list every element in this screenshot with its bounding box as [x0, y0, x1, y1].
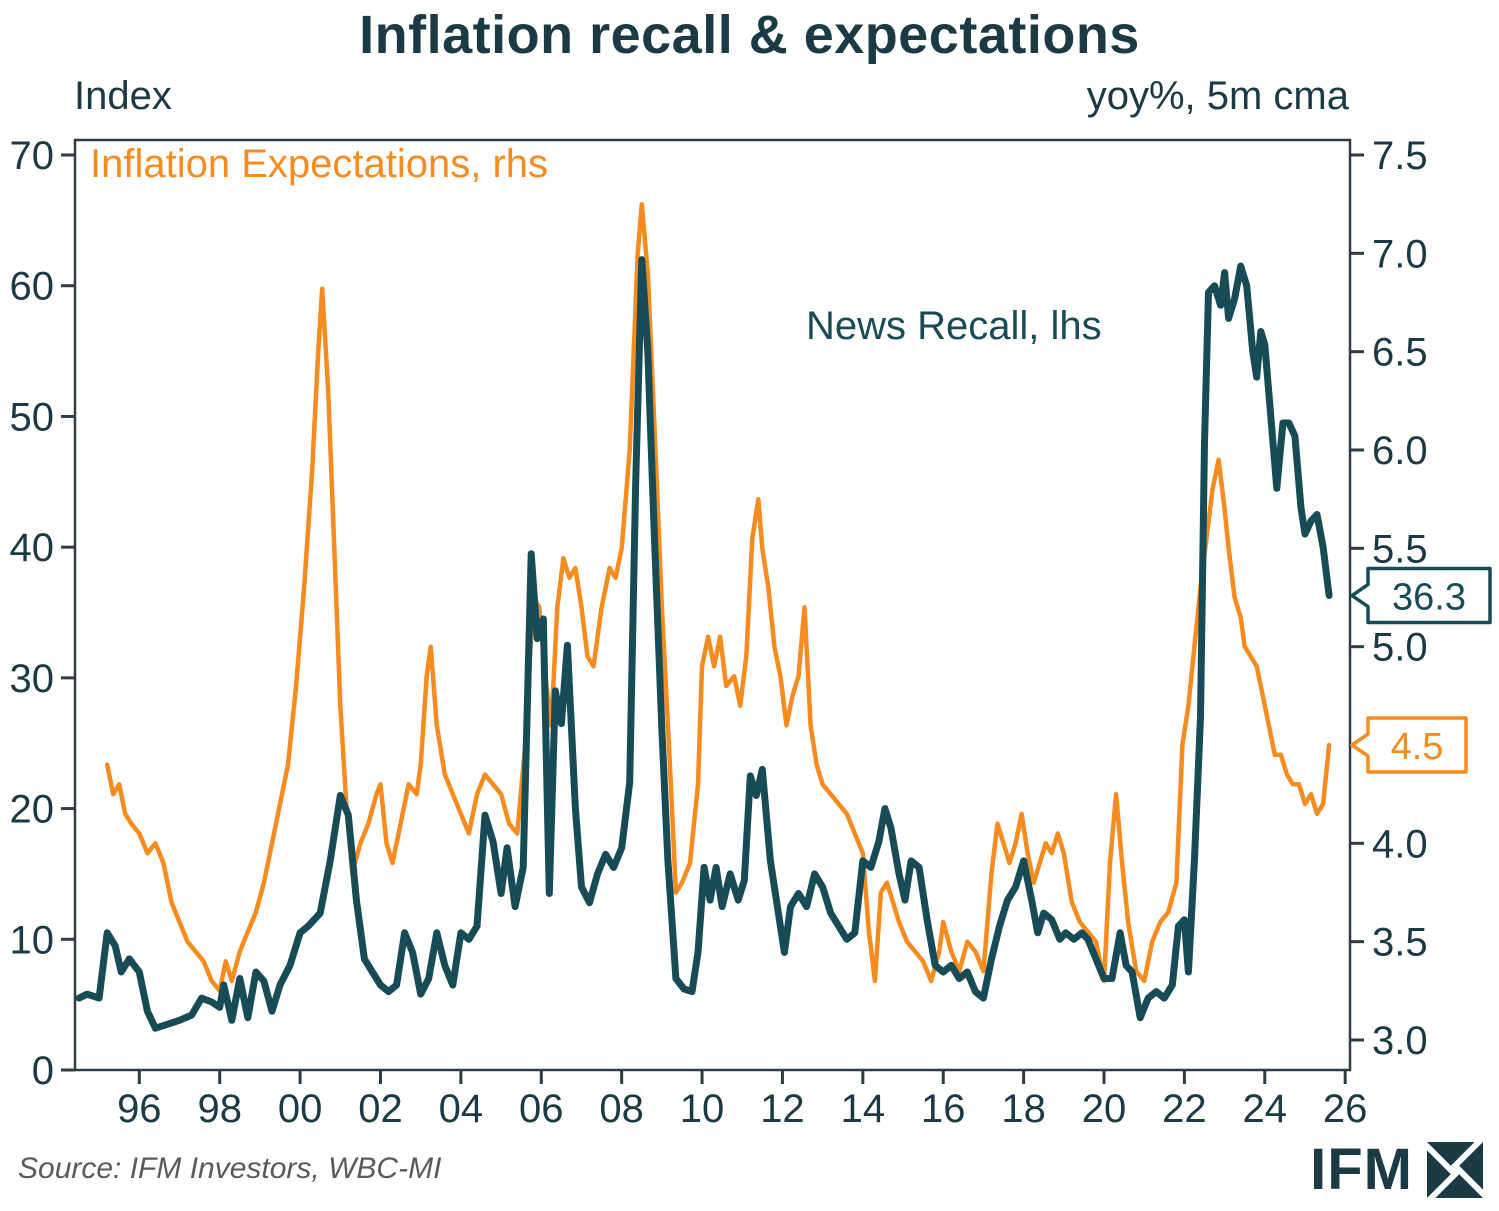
left-axis-title: Index: [74, 74, 172, 118]
ifm-logo-text: IFM: [1310, 1137, 1413, 1202]
ifm-logo: IFM: [1310, 1136, 1483, 1203]
x-axis-tick-label: 14: [841, 1087, 886, 1131]
inflation-expectations-line: [104, 201, 1332, 994]
right-axis-tick-label: 7.5: [1372, 134, 1428, 178]
ifm-logo-icon: [1427, 1141, 1483, 1198]
legend-inflation-expectations: Inflation Expectations, rhs: [90, 142, 549, 186]
callout-box-36.3: [1350, 566, 1492, 625]
x-axis-tick-label: 04: [439, 1087, 484, 1131]
x-axis-tick-label: 02: [358, 1087, 403, 1131]
x-axis-tick-label: 24: [1243, 1087, 1288, 1131]
news-recall-line: [75, 256, 1333, 1032]
plot-border: [73, 138, 1352, 1072]
left-axis-tick-label: 0: [32, 1049, 54, 1093]
left-axis-tick-label: 50: [10, 395, 55, 439]
callout-value-36.3: 36.3: [1392, 577, 1466, 619]
x-axis-tick-label: 26: [1323, 1087, 1368, 1131]
right-axis-tick-label: 6.0: [1372, 429, 1428, 473]
right-axis-tick-label: 4.0: [1372, 822, 1428, 866]
x-axis-tick-label: 00: [278, 1087, 323, 1131]
left-axis-tick-label: 30: [10, 657, 55, 701]
right-axis-tick-label: 5.5: [1372, 527, 1428, 571]
left-axis-tick-label: 60: [10, 265, 55, 309]
x-axis-tick-label: 12: [760, 1087, 805, 1131]
right-axis-tick-label: 5.0: [1372, 626, 1428, 670]
x-axis-tick-label: 06: [519, 1087, 564, 1131]
right-axis-title: yoy%, 5m cma: [1086, 74, 1349, 118]
left-axis-tick-label: 10: [10, 918, 55, 962]
x-axis-tick-label: 18: [1001, 1087, 1046, 1131]
callout-value-4.5: 4.5: [1391, 726, 1444, 768]
left-axis-tick-label: 70: [10, 134, 55, 178]
callout-box-4.5: [1350, 716, 1468, 774]
x-axis-tick-label: 98: [197, 1087, 242, 1131]
legend-news-recall: News Recall, lhs: [806, 304, 1102, 348]
x-axis-tick-label: 22: [1162, 1087, 1207, 1131]
x-axis-tick-label: 96: [117, 1087, 162, 1131]
right-axis-tick-label: 7.0: [1372, 232, 1428, 276]
page-title: Inflation recall & expectations: [359, 5, 1140, 65]
x-axis-tick-label: 08: [599, 1087, 644, 1131]
x-axis-tick-label: 16: [921, 1087, 966, 1131]
x-axis-tick-label: 20: [1082, 1087, 1127, 1131]
right-axis-tick-label: 3.5: [1372, 921, 1428, 965]
left-axis-tick-label: 20: [10, 788, 55, 832]
source-note: Source: IFM Investors, WBC-MI: [18, 1152, 442, 1185]
x-axis-tick-label: 10: [680, 1087, 725, 1131]
left-axis-tick-label: 40: [10, 526, 55, 570]
right-axis-tick-label: 3.0: [1372, 1019, 1428, 1063]
right-axis-tick-label: 6.5: [1372, 331, 1428, 375]
